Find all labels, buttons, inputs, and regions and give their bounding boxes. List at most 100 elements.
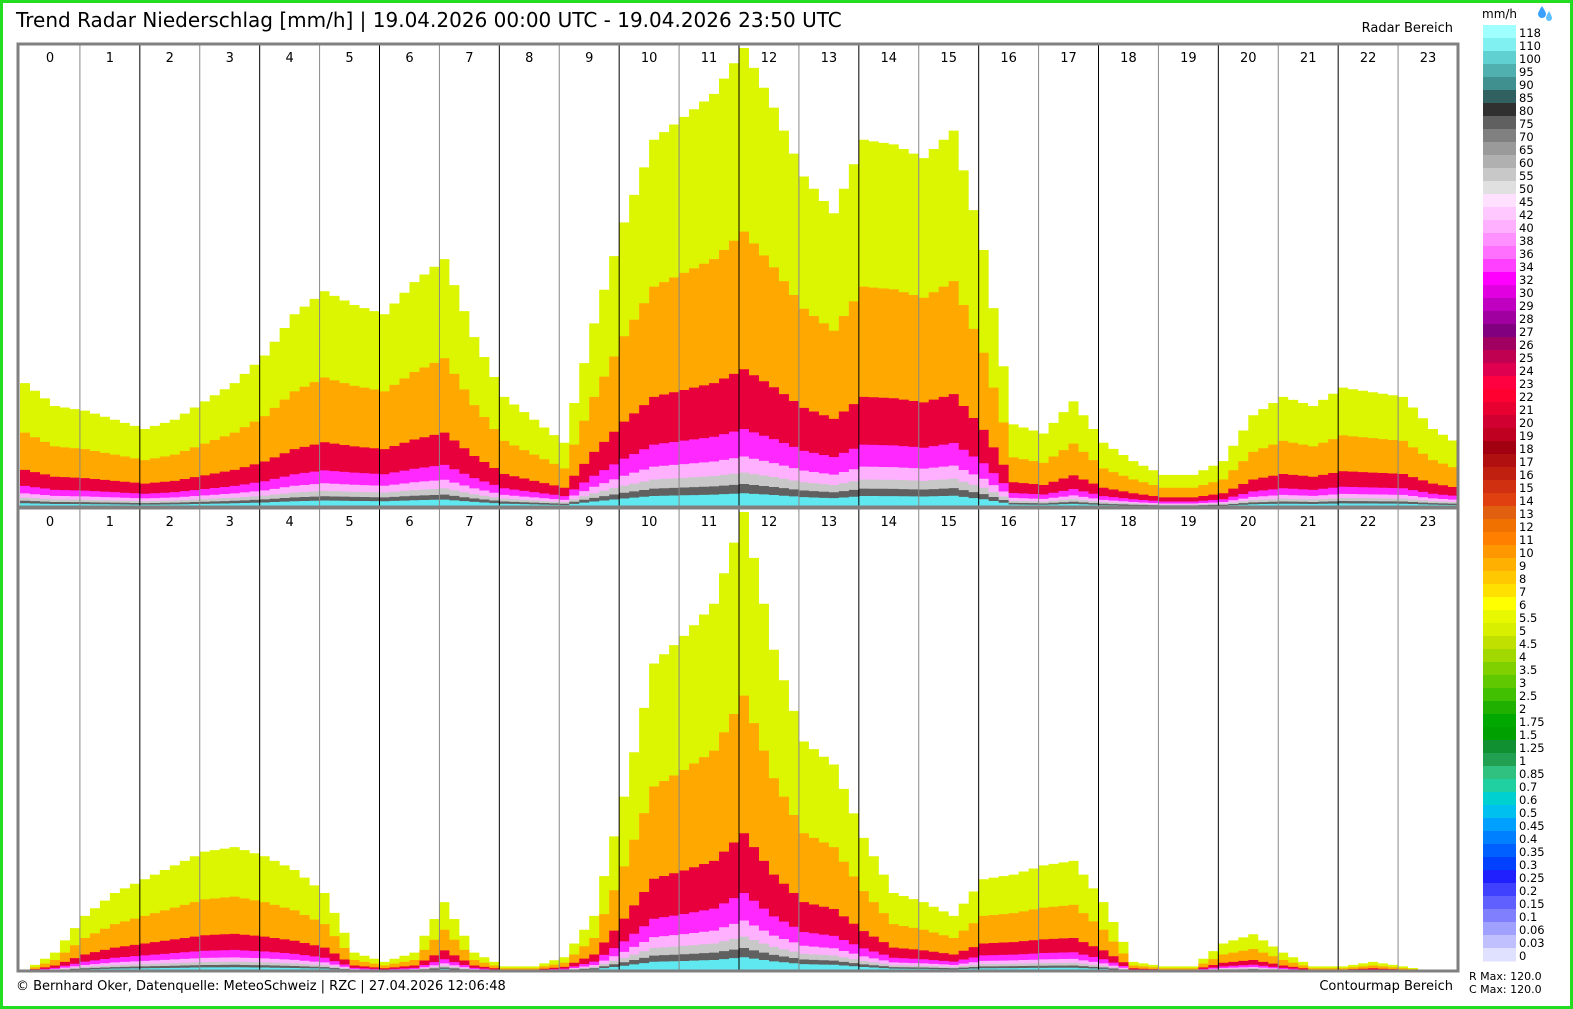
legend-label: 5.5 [1519,611,1537,625]
legend-swatch [1483,688,1516,702]
legend-swatch [1483,220,1516,234]
legend-swatch [1483,584,1516,598]
legend-swatch [1483,103,1516,117]
legend-swatch [1483,233,1516,247]
legend-swatch [1483,870,1516,884]
hour-tick-label: 23 [1420,515,1437,530]
legend-label: 0.35 [1519,845,1545,859]
legend-swatch [1483,935,1516,949]
legend-swatch [1483,350,1516,364]
panel-radar: 0 1 2 3 4 5 6 7 8 9 10 11 12 13 14 15 16 17 18 19 20 21 22 23 [16,42,1460,509]
legend-swatch [1483,402,1516,416]
legend-swatch [1483,675,1516,689]
legend-label: 0.25 [1519,871,1545,885]
hour-tick-label: 4 [285,515,293,530]
legend-swatch [1483,311,1516,325]
legend-label: 20 [1519,416,1534,430]
legend-swatch [1483,155,1516,169]
legend-swatch [1483,77,1516,91]
hour-tick-label: 14 [881,51,898,66]
legend-swatch [1483,532,1516,546]
hour-tick-label: 16 [1000,515,1017,530]
hour-tick-label: 18 [1120,51,1137,66]
legend-label: 36 [1519,247,1534,261]
legend-swatch [1483,38,1516,52]
hour-tick-label: 10 [641,515,658,530]
legend-label: 1.25 [1519,741,1545,755]
legend-swatch [1483,831,1516,845]
legend-label: 10 [1519,546,1534,560]
legend-label: 19 [1519,429,1534,443]
legend-label: 4 [1519,650,1526,664]
hour-tick-label: 7 [465,51,473,66]
hour-tick-label: 17 [1060,515,1077,530]
hour-tick-label: 11 [701,515,718,530]
legend-label: 0.4 [1519,832,1537,846]
hour-tick-label: 10 [641,51,658,66]
legend-label: 17 [1519,455,1534,469]
legend-label: 100 [1519,52,1541,66]
hour-tick-label: 16 [1000,51,1017,66]
hour-tick-label: 1 [106,51,114,66]
legend-label: 1.75 [1519,715,1545,729]
hour-tick-label: 19 [1180,51,1197,66]
legend-label: 0.1 [1519,910,1537,924]
radar-max-value: R Max: 120.0 [1469,970,1542,983]
legend-swatch [1483,883,1516,897]
hour-tick-label: 9 [585,51,593,66]
legend-label: 30 [1519,286,1534,300]
legend-swatch [1483,519,1516,533]
hour-tick-label: 20 [1240,51,1257,66]
legend-swatch [1483,753,1516,767]
legend-swatch [1483,116,1516,130]
legend-swatch [1483,649,1516,663]
legend-swatch [1483,948,1516,962]
legend-label: 3.5 [1519,663,1537,677]
legend-label: 2.5 [1519,689,1537,703]
legend-label: 85 [1519,91,1534,105]
legend-swatch [1483,636,1516,650]
legend-label: 0.03 [1519,936,1545,950]
hour-tick-label: 22 [1360,51,1377,66]
footer-credit: © Bernhard Oker, Datenquelle: MeteoSchwe… [16,979,506,994]
legend-swatch [1483,389,1516,403]
hour-tick-label: 22 [1360,515,1377,530]
legend-swatch [1483,259,1516,273]
contour-max-value: C Max: 120.0 [1469,983,1542,996]
legend-label: 70 [1519,130,1534,144]
legend-swatch [1483,51,1516,65]
legend-swatch [1483,142,1516,156]
legend-label: 40 [1519,221,1534,235]
panel-border [16,506,1460,973]
hour-tick-label: 23 [1420,51,1437,66]
legend-label: 45 [1519,195,1534,209]
legend-swatch [1483,467,1516,481]
hour-tick-label: 19 [1180,515,1197,530]
legend-swatch [1483,363,1516,377]
hour-tick-label: 8 [525,51,533,66]
hour-tick-label: 11 [701,51,718,66]
hour-tick-label: 7 [465,515,473,530]
legend-swatch [1483,454,1516,468]
legend-label: 1.5 [1519,728,1537,742]
legend-swatch [1483,896,1516,910]
legend-swatch [1483,64,1516,78]
legend-label: 7 [1519,585,1526,599]
legend-swatch [1483,558,1516,572]
hour-tick-label: 5 [345,51,353,66]
legend-swatch [1483,324,1516,338]
hour-tick-label: 8 [525,515,533,530]
legend-label: 0.15 [1519,897,1545,911]
legend-swatch [1483,181,1516,195]
legend-swatch [1483,779,1516,793]
legend-label: 90 [1519,78,1534,92]
chart-title: Trend Radar Niederschlag [mm/h] | 19.04.… [16,8,842,32]
legend-swatch [1483,428,1516,442]
legend-label: 12 [1519,520,1534,534]
legend-swatch [1483,506,1516,520]
legend-swatch [1483,792,1516,806]
legend-swatch [1483,25,1516,39]
legend-swatch [1483,415,1516,429]
contourmap-area-label: Contourmap Bereich [1319,979,1453,994]
legend-swatch [1483,766,1516,780]
